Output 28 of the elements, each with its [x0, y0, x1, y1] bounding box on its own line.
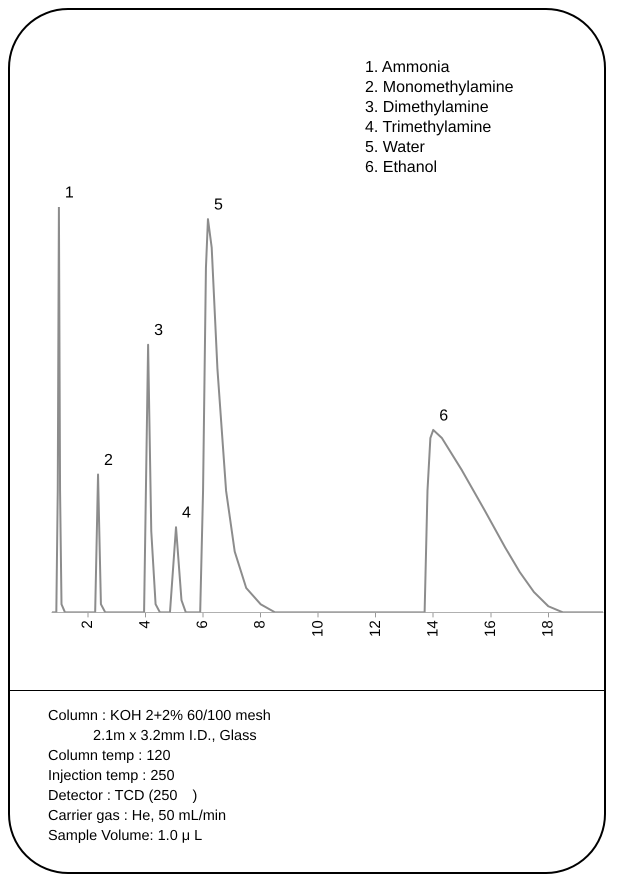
x-tick-label: 6 — [194, 620, 212, 629]
annotation: 1 — [64, 184, 74, 202]
annotation: 2 — [104, 452, 114, 469]
text: 5. Water — [365, 138, 426, 158]
text: Carrier gas : He, 50 mL/min — [48, 807, 228, 826]
text: Sample Volume: 1.0 μ L — [48, 827, 204, 846]
text: 2. Monomethylamine — [365, 78, 514, 98]
text: Column temp : 120 — [48, 747, 172, 766]
x-tick-label: 16 — [482, 620, 499, 638]
text: 1. Ammonia — [365, 58, 450, 78]
x-tick-label: 12 — [366, 620, 384, 638]
text: 6. Ethanol — [365, 158, 438, 178]
annotation: 3 — [154, 322, 164, 340]
text: 4. Trimethylamine — [365, 118, 492, 138]
text: 2.1m x 3.2mm I.D., Glass — [92, 727, 258, 746]
annotation: 4 — [182, 504, 192, 522]
x-tick-label: 2 — [79, 620, 96, 629]
x-tick-label: 10 — [309, 620, 326, 638]
text: Injection temp : 250 — [48, 767, 176, 786]
x-tick-label: 4 — [136, 620, 154, 629]
annotation: 6 — [439, 407, 448, 424]
text: 3. Dimethylamine — [365, 98, 490, 118]
x-tick-label: 8 — [252, 620, 269, 629]
annotation: 5 — [214, 196, 223, 214]
text: Column : KOH 2+2% 60/100 mesh — [48, 707, 271, 726]
x-tick-label: 14 — [424, 620, 442, 638]
text: Detector : TCD (250 ) — [48, 787, 198, 806]
x-tick-label: 18 — [539, 620, 556, 638]
